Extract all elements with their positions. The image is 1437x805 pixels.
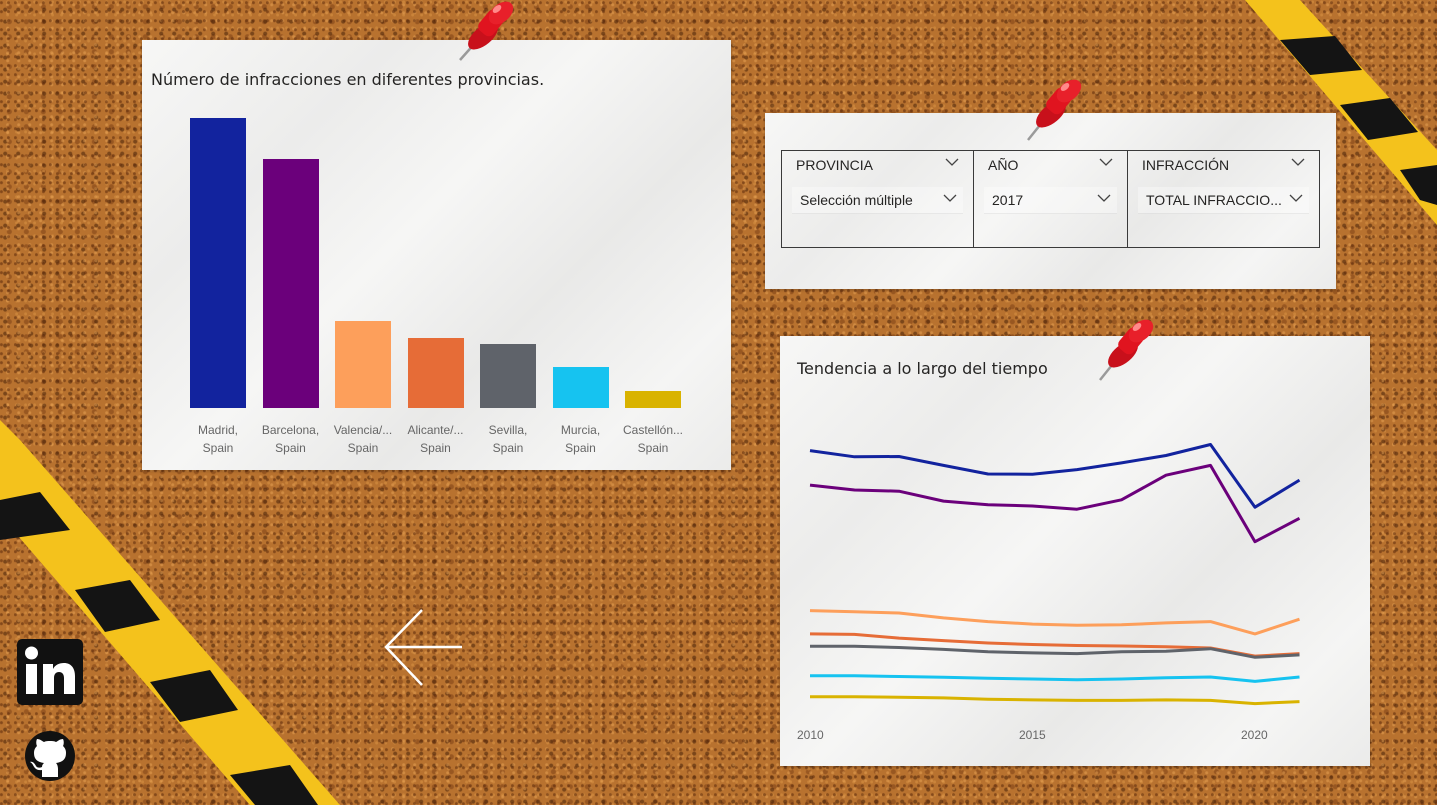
bar-category-label: Valencia/... Spain (327, 421, 399, 457)
chevron-down-icon[interactable] (1097, 193, 1111, 203)
push-pin-icon (1027, 79, 1082, 141)
arrow-left-icon[interactable] (380, 608, 466, 688)
slicer-provincia-header: PROVINCIA (796, 157, 874, 173)
slicer-provincia-dropdown[interactable]: Selección múltiple (792, 187, 963, 214)
x-tick-label: 2010 (797, 728, 824, 742)
bar[interactable] (625, 390, 681, 408)
slicer-anio-value: 2017 (992, 192, 1024, 208)
bar-label-line: Madrid, (197, 423, 238, 437)
slicers-card: PROVINCIA Selección múltiple AÑO 2017 IN… (765, 113, 1336, 289)
series-line[interactable] (810, 695, 1300, 706)
push-pin-icon (459, 1, 514, 61)
chevron-down-icon[interactable] (1289, 193, 1303, 203)
bar-category-label: Madrid, Spain (182, 421, 254, 457)
series-line[interactable] (809, 443, 1301, 509)
bar-category-label: Murcia, Spain (545, 421, 617, 457)
bar-label-line: Spain (420, 441, 451, 455)
line-chart-card: Tendencia a lo largo del tiempo 2010 201… (780, 336, 1370, 766)
slicer-infraccion-dropdown[interactable]: TOTAL INFRACCIO... (1138, 187, 1309, 214)
bar-label-line: Spain (202, 441, 234, 455)
bar[interactable] (552, 367, 609, 408)
chevron-down-icon[interactable] (943, 193, 957, 203)
bar-label-line: Valencia/... (333, 423, 393, 437)
chevron-down-icon[interactable] (1099, 157, 1113, 167)
chevron-down-icon[interactable] (1291, 157, 1305, 167)
bar-label-line: Alicante/... (407, 423, 464, 437)
bar-category-label: Sevilla, Spain (472, 421, 544, 457)
series-line[interactable] (809, 609, 1300, 636)
x-tick-label: 2015 (1019, 728, 1046, 742)
slicer-provincia[interactable]: PROVINCIA Selección múltiple (781, 150, 974, 248)
series-line[interactable] (809, 463, 1301, 544)
push-pin-icon (1099, 319, 1154, 381)
bar-label-line: Spain (492, 441, 524, 455)
line-chart-plot (809, 443, 1301, 706)
slicer-anio-dropdown[interactable]: 2017 (984, 187, 1117, 214)
bar-chart-card: Número de infracciones en diferentes pro… (142, 40, 731, 470)
bar-label-line: Sevilla, (488, 423, 528, 437)
bar[interactable] (190, 118, 246, 408)
slicer-infraccion-value: TOTAL INFRACCIO... (1146, 192, 1282, 208)
slicer-infraccion[interactable]: INFRACCIÓN TOTAL INFRACCIO... (1127, 150, 1320, 248)
bar-category-label: Castellón... Spain (617, 421, 689, 457)
bar-label-line: Spain (347, 441, 379, 455)
slicer-provincia-value: Selección múltiple (800, 192, 913, 208)
bar[interactable] (335, 321, 391, 408)
bar-label-line: Barcelona, (261, 423, 320, 437)
bar-label-line: Spain (565, 441, 596, 455)
linkedin-icon[interactable] (17, 639, 83, 705)
bar-category-label: Barcelona, Spain (255, 421, 327, 457)
bar[interactable] (407, 338, 464, 408)
series-line[interactable] (810, 674, 1300, 683)
series-line[interactable] (810, 644, 1300, 659)
bar-label-line: Murcia, (560, 423, 601, 437)
github-icon[interactable] (24, 730, 76, 782)
bar-chart-plot: Madrid, Spain Barcelona, Spain Valencia/... S… (142, 40, 731, 470)
x-tick-label: 2020 (1241, 728, 1268, 742)
bar-chart-title: Número de infracciones en diferentes pro… (151, 70, 545, 89)
slicer-anio[interactable]: AÑO 2017 (973, 150, 1128, 248)
bar[interactable] (262, 158, 319, 408)
bar[interactable] (480, 344, 536, 408)
chevron-down-icon[interactable] (945, 157, 959, 167)
bar-label-line: Spain (275, 441, 306, 455)
slicer-infraccion-header: INFRACCIÓN (1142, 157, 1230, 173)
bar-label-line: Castellón... (622, 423, 684, 437)
slicer-anio-header: AÑO (988, 157, 1019, 173)
bar-label-line: Spain (637, 441, 669, 455)
bar-category-label: Alicante/... Spain (400, 421, 472, 457)
line-chart-title: Tendencia a lo largo del tiempo (797, 359, 1048, 378)
